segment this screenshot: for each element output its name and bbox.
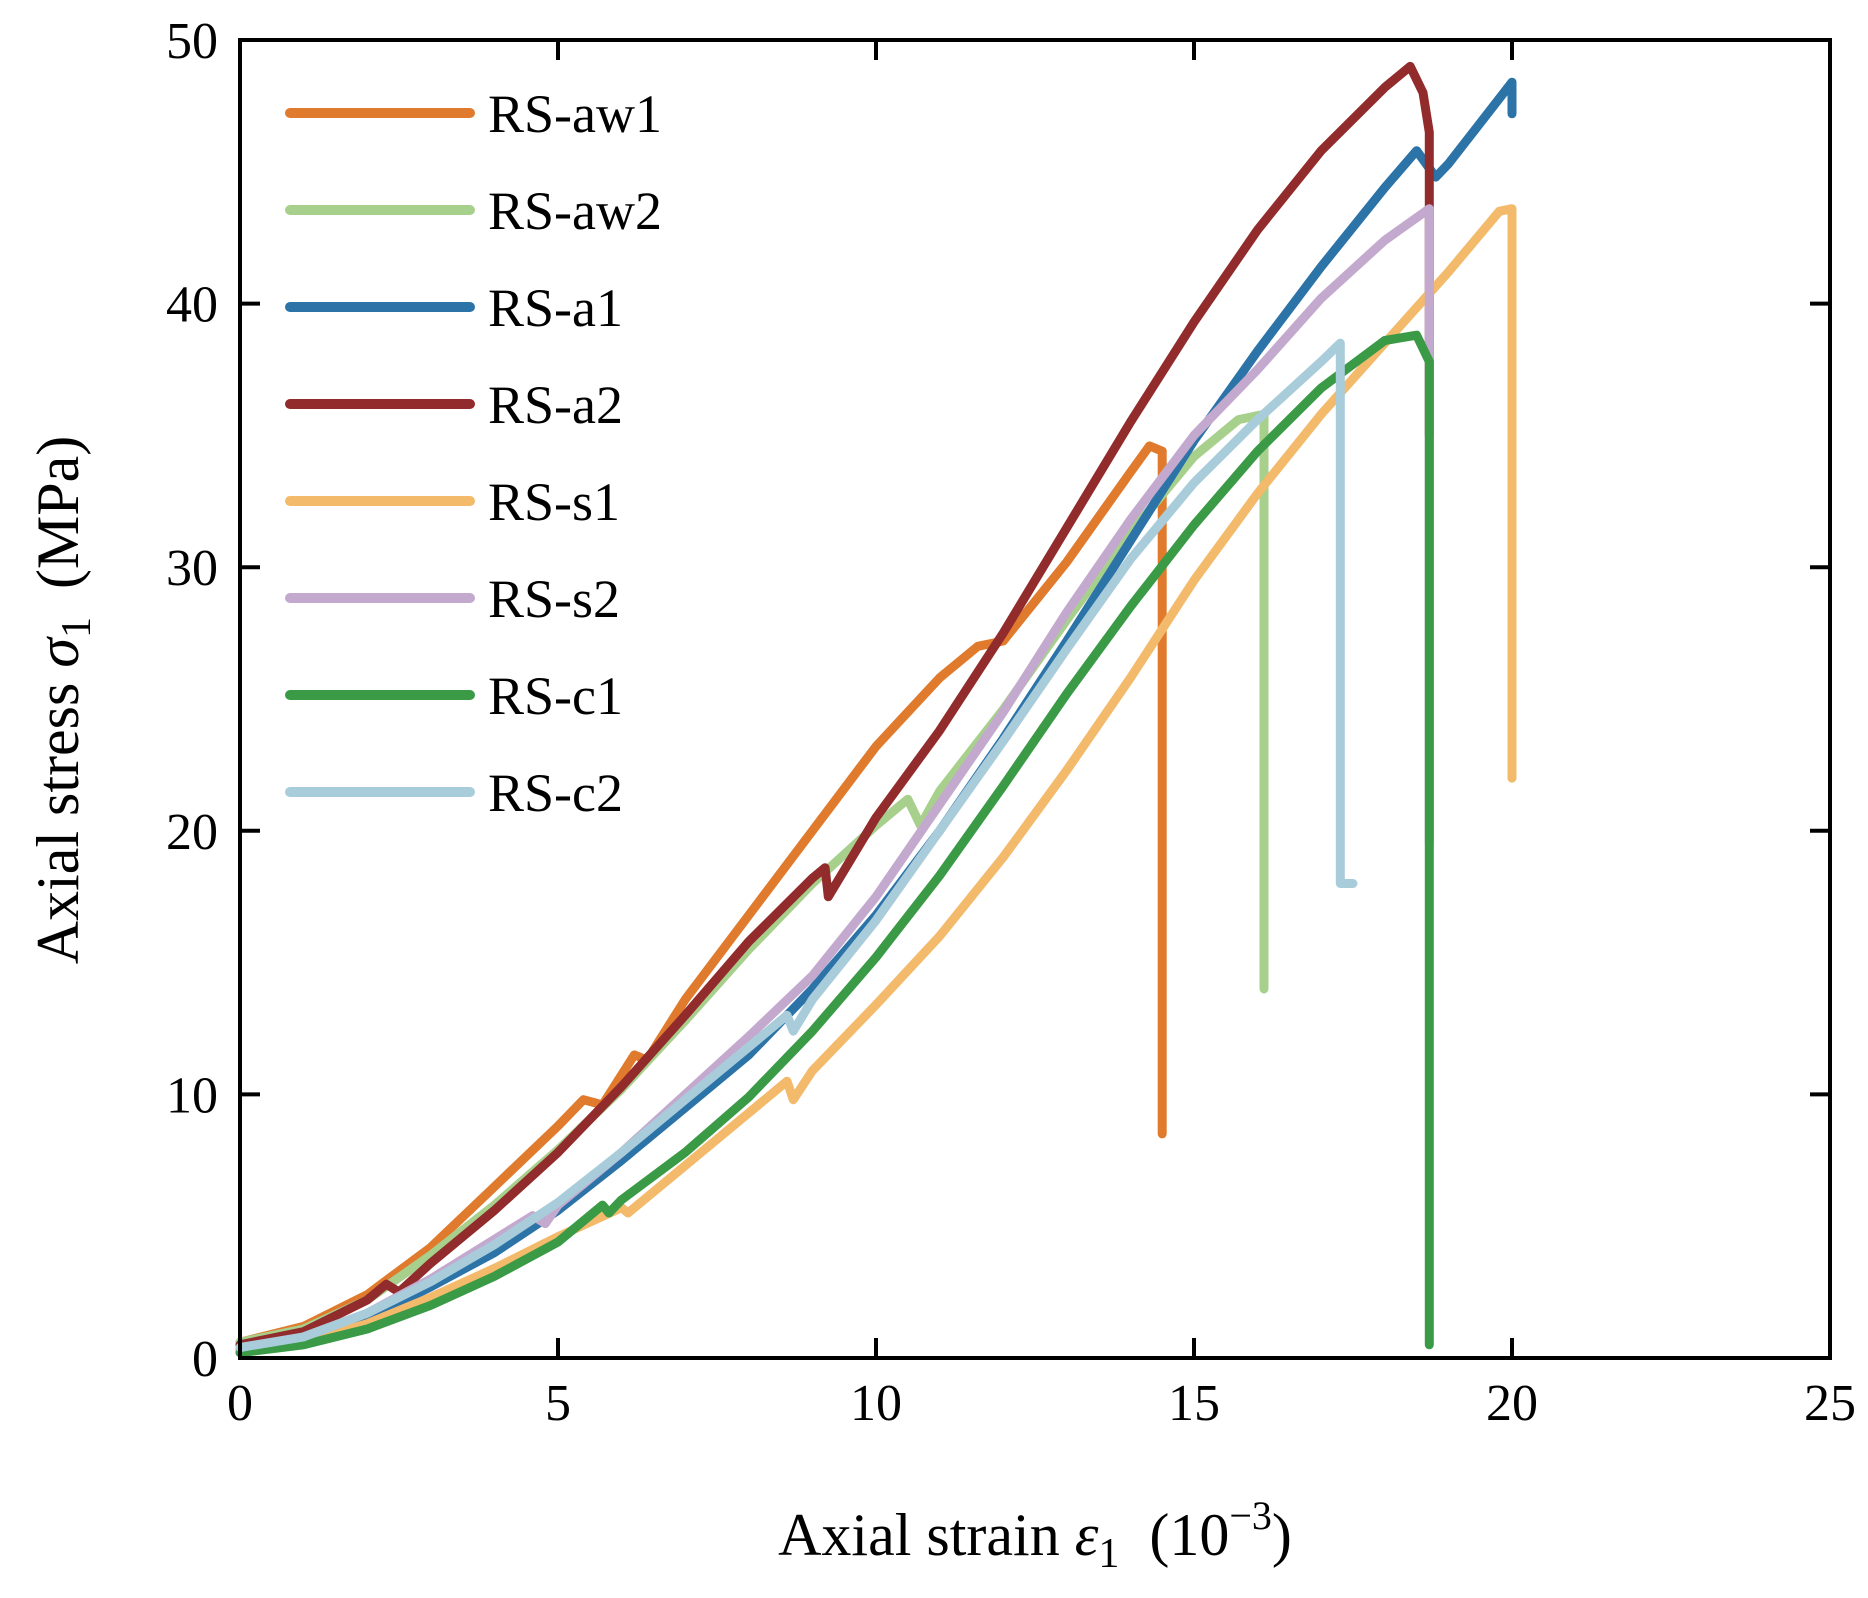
y-tick-label-30: 30 <box>166 540 218 597</box>
legend-label-rs-s1: RS-s1 <box>488 472 620 532</box>
x-tick-label-25: 25 <box>1804 1375 1856 1432</box>
plot-frame <box>238 38 1832 1360</box>
series-line-rs-aw1 <box>235 441 1167 1347</box>
series-line-rs-s2 <box>235 204 1434 1355</box>
y-tick-label-0: 0 <box>192 1331 218 1388</box>
ticks-layer: 0 5 10 15 20 25 0 10 20 30 40 50 <box>166 13 1856 1432</box>
series-line-rs-a2 <box>235 61 1434 1350</box>
legend-label-rs-aw2: RS-aw2 <box>488 181 662 241</box>
x-tick-label-15: 15 <box>1168 1375 1220 1432</box>
series-line-rs-a1 <box>235 77 1517 1355</box>
series-line-rs-s1 <box>235 204 1517 1358</box>
series-line-rs-c2 <box>235 338 1358 1352</box>
y-tick-label-50: 50 <box>166 13 218 70</box>
y-tick-label-40: 40 <box>166 277 218 334</box>
legend-label-rs-c2: RS-c2 <box>488 763 623 823</box>
legend-label-rs-a1: RS-a1 <box>488 278 623 338</box>
legend-label-rs-aw1: RS-aw1 <box>488 84 662 144</box>
x-tick-label-20: 20 <box>1486 1375 1538 1432</box>
x-tick-label-0: 0 <box>227 1375 253 1432</box>
legend-label-rs-s2: RS-s2 <box>488 569 620 629</box>
x-tick-label-5: 5 <box>545 1375 571 1432</box>
legend-label-rs-c1: RS-c1 <box>488 666 623 726</box>
x-axis-title: Axial strain ε1 (10−3) <box>778 1493 1292 1577</box>
y-tick-label-20: 20 <box>166 804 218 861</box>
y-axis-title: Axial stress σ1(MPa) <box>25 436 100 965</box>
legend: RS-aw1 RS-aw2 RS-a1 RS-a2 RS-s1 RS-s2 RS-c1 RS-… <box>285 84 662 823</box>
series-line-rs-c1 <box>235 330 1434 1358</box>
series-layer <box>235 61 1517 1358</box>
x-tick-label-10: 10 <box>850 1375 902 1432</box>
legend-label-rs-a2: RS-a2 <box>488 375 623 435</box>
y-tick-label-10: 10 <box>166 1067 218 1124</box>
